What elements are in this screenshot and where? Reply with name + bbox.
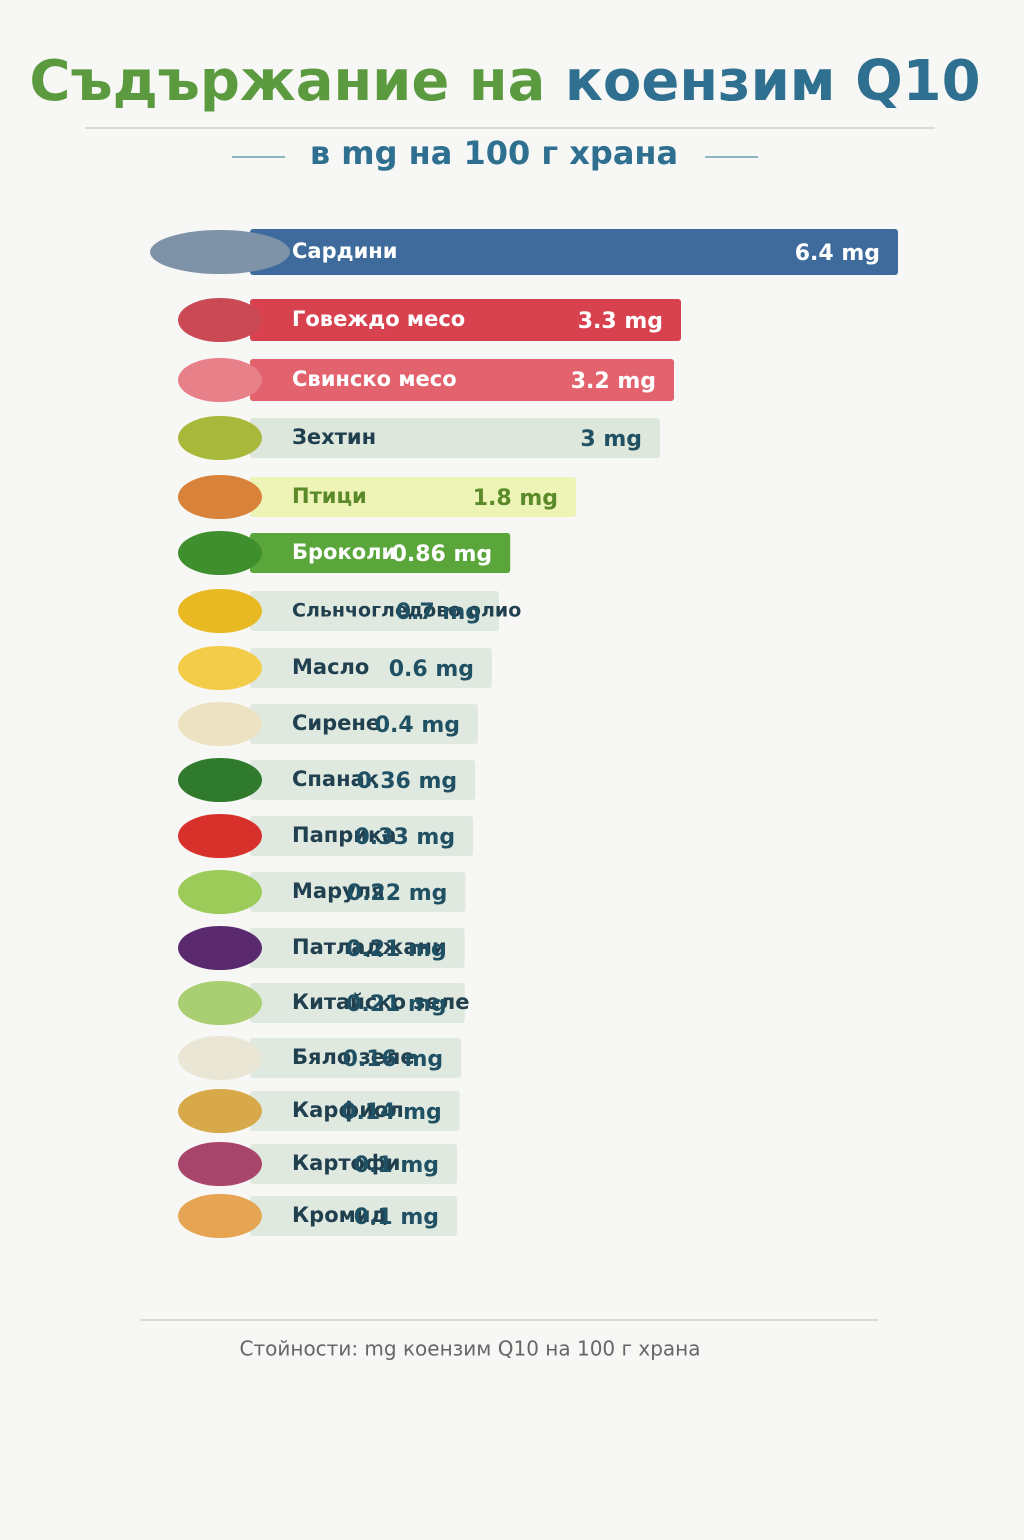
bar [250,1091,460,1131]
food-icon [178,926,262,970]
value-label: 3.2 mg [571,369,656,394]
food-icon [150,230,290,274]
food-icon [178,1036,262,1080]
food-icon [178,870,262,914]
food-icon [178,531,262,575]
value-label: 0.22 mg [347,881,448,906]
title-part: коензим Q10 [565,49,981,114]
food-icon [178,758,262,802]
value-label: 0.36 mg [357,769,458,794]
food-icon [178,1194,262,1238]
bar-label: Сардини [292,239,398,263]
bar-label: Свинско месо [292,367,457,391]
value-label: 0.86 mg [392,542,493,567]
value-label: 0.1 mg [354,1153,439,1178]
food-icon [178,416,262,460]
bar-label: Сльнчогледово олио [292,600,521,622]
bar [250,1144,457,1184]
title-part: Съдържание на [29,49,545,114]
bar [250,229,898,275]
bar [250,928,465,968]
bar [250,1038,462,1078]
bar-label: Сирене [292,711,380,735]
food-icon [178,1089,262,1133]
bar-label: Паприка [292,823,396,847]
food-icon [178,814,262,858]
bar [250,983,465,1023]
food-icon [178,358,262,402]
bar [250,591,499,631]
bar [250,533,511,573]
bar [250,418,660,458]
bar-label: Масло [292,655,369,679]
subtitle: в mg на 100 г храна [310,134,678,172]
value-label: 6.4 mg [795,241,880,266]
value-label: 0.4 mg [375,713,460,738]
food-icon [178,1142,262,1186]
bar [250,359,674,401]
food-icon [178,646,262,690]
bar [250,760,476,800]
value-label: 0.7 mg [396,600,481,625]
bar [250,648,492,688]
title: Съдържание на коензим Q10 [29,49,980,114]
bar-label: Говеждо месо [292,307,465,331]
value-label: 0.21 mg [346,992,447,1017]
bar [250,299,681,341]
bar-label: Броколи [292,540,396,564]
bar-label: Картофи [292,1151,401,1175]
value-label: 0.33 mg [354,825,455,850]
bar-label: Карфиол [292,1098,404,1122]
bar [250,816,474,856]
food-icon [178,475,262,519]
bar [250,704,478,744]
bar-label: Китайско зеле [292,990,469,1014]
bar-label: Спанак [292,767,379,791]
bar [250,1196,457,1236]
food-icon [178,589,262,633]
value-label: 0.14 mg [341,1100,442,1125]
bar-label: Кромид [292,1203,387,1227]
food-icon [178,298,262,342]
value-label: 0.16 mg [343,1047,444,1072]
bar-label: Бяло зеле [292,1045,415,1069]
value-label: 0.21 mg [346,937,447,962]
value-label: 3 mg [580,427,642,452]
note: Стойности: mg коензим Q10 на 100 г храна [240,1337,701,1361]
value-label: 0.1 mg [354,1205,439,1230]
food-icon [178,981,262,1025]
value-label: 3.3 mg [578,309,663,334]
bar [250,477,576,517]
value-label: 1.8 mg [473,486,558,511]
bar-label: Птици [292,484,367,508]
value-label: 0.6 mg [389,657,474,682]
bar [250,872,466,912]
bar-label: Зехтин [292,425,376,449]
bar-label: Маруля [292,879,385,903]
bar-label: Патладжани [292,935,447,959]
food-icon [178,702,262,746]
